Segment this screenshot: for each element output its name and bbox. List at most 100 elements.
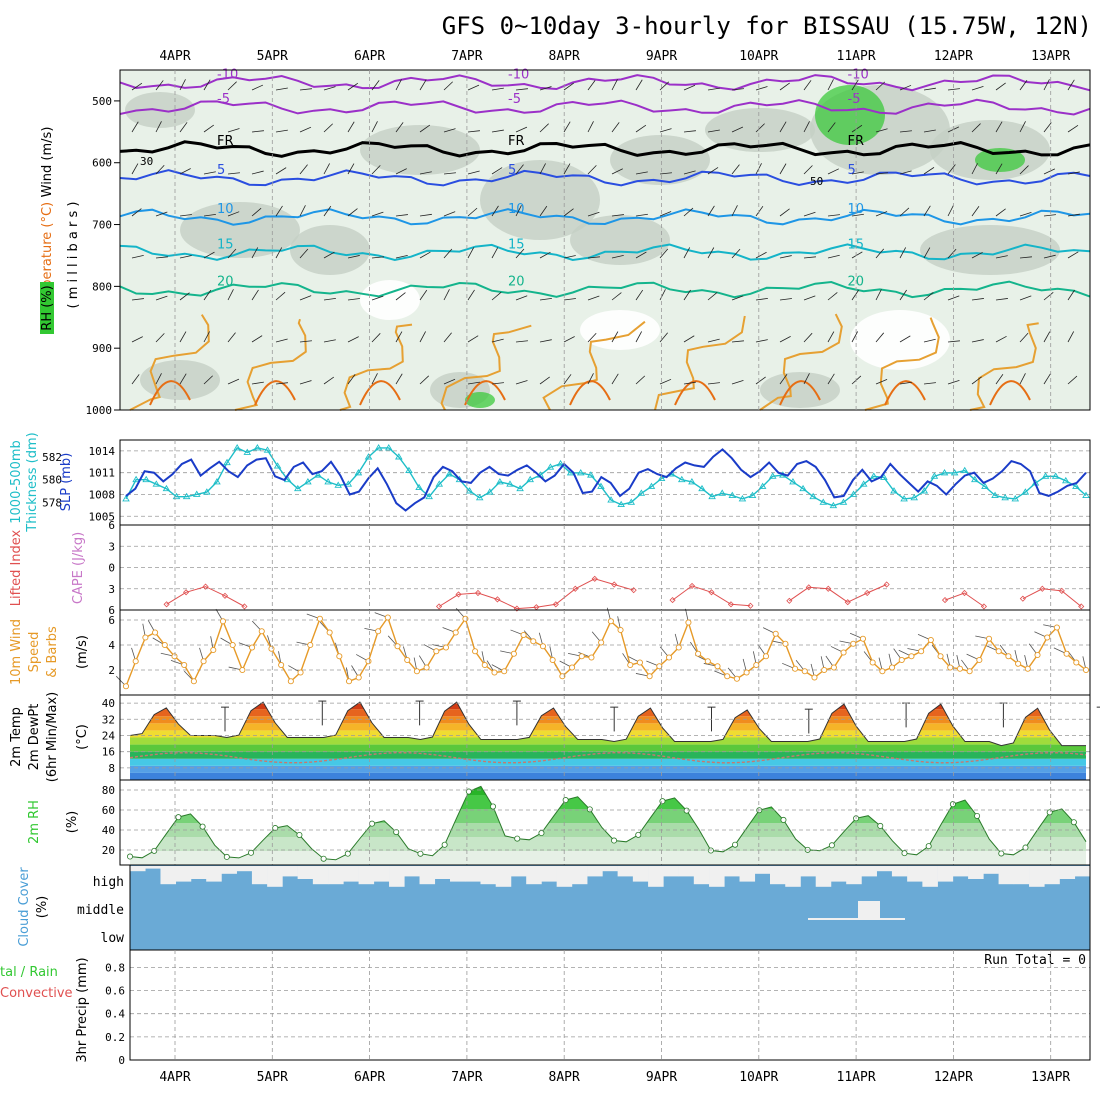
wind-barb <box>659 81 670 91</box>
precip-panel: 0 0.2 0.4 0.6 0.8 tal / Rain Convective 3hr … <box>0 949 1091 1067</box>
li-point <box>202 583 209 590</box>
thickness-point <box>324 478 332 485</box>
wind-barb <box>1019 121 1026 133</box>
cloud-high-bar <box>556 866 573 887</box>
temperature-band <box>130 772 1086 780</box>
rh-point <box>223 853 230 860</box>
cloud-high-bar <box>480 866 497 885</box>
wind-barb <box>851 79 859 91</box>
wind-barb <box>299 380 312 385</box>
wind-barb <box>971 123 981 133</box>
thickness-point <box>223 458 231 466</box>
wind-barb <box>731 380 744 385</box>
wind-speed-point <box>1015 660 1022 667</box>
wind-barb <box>899 289 907 301</box>
thickness-point <box>475 493 484 501</box>
wind-barb <box>251 247 259 259</box>
li-point <box>961 589 968 597</box>
cloud-high-bar <box>282 866 298 877</box>
wind-speed-point <box>384 614 391 621</box>
date-label-bottom: 9APR <box>646 1070 677 1085</box>
rh-point <box>780 816 787 823</box>
thickness-point <box>627 498 636 505</box>
rh-point <box>272 825 279 832</box>
thickness-point <box>213 478 221 485</box>
wind-barb <box>563 255 576 259</box>
wind-barb <box>1019 80 1028 91</box>
temperature-contour <box>119 140 1091 158</box>
wind-barb <box>227 248 237 259</box>
precip-convective-label: Convective <box>0 986 73 1001</box>
li-point <box>1058 587 1065 594</box>
cloud-high-bar <box>693 866 710 885</box>
wind-speed-point <box>792 665 799 672</box>
temperature-band <box>130 737 1086 745</box>
wind-barb <box>947 88 960 91</box>
cloud-high-bar <box>876 866 893 872</box>
wind-barb <box>467 335 479 343</box>
lifted-index-axis-label: Lifted Index <box>9 529 24 606</box>
wind-barb <box>611 373 619 385</box>
thickness-point <box>688 478 696 485</box>
wind-barb <box>299 164 308 175</box>
rh-shading-patch <box>920 225 1060 275</box>
slp-line <box>125 448 1087 512</box>
cloud-high-bar <box>236 866 253 872</box>
wind-label-2: Speed <box>27 632 42 673</box>
date-label-top: 4APR <box>159 49 190 64</box>
wind-barb <box>275 338 288 343</box>
wind-barb <box>275 167 287 175</box>
wind-speed-point <box>772 630 779 637</box>
precip-grid <box>130 966 1090 1038</box>
wind-speed-point <box>898 656 905 664</box>
thickness-point <box>152 480 161 487</box>
wind-barb <box>803 373 810 385</box>
wind-barb <box>467 289 475 301</box>
wind-speed-point <box>695 650 702 657</box>
contour-label: 5 <box>508 163 516 178</box>
wind-barb <box>251 207 262 217</box>
wind-barb <box>947 379 960 385</box>
wind-speed-point <box>229 641 236 649</box>
thickness-point <box>698 484 706 492</box>
cloud-high-bar <box>648 866 664 887</box>
thickness-point <box>122 495 130 502</box>
thickness-point <box>647 482 656 489</box>
contour-label: 15 <box>217 237 234 252</box>
thickness-point <box>748 491 757 498</box>
wind-speed-point <box>181 661 188 669</box>
wind-barb <box>875 172 888 175</box>
wind-barb <box>707 87 720 91</box>
thickness-point <box>314 471 322 478</box>
wind-barb <box>611 168 623 175</box>
contour-label: -10 <box>508 67 529 82</box>
cloud-high-bar <box>1059 866 1076 879</box>
wind-barb <box>515 248 525 259</box>
wind-barb <box>899 335 911 343</box>
wind-barb <box>395 122 404 133</box>
wind-barb <box>587 211 600 217</box>
cloud-high-bar <box>632 866 649 882</box>
wind-barb <box>731 205 738 217</box>
wind-barb <box>443 211 456 217</box>
wind-barb <box>563 336 575 343</box>
rh-contour-label: 50 <box>810 175 823 188</box>
rh-point <box>490 803 497 810</box>
wind-barb <box>923 338 936 343</box>
li-point <box>1078 603 1085 610</box>
cloud-high-bar <box>251 866 268 885</box>
date-label-bottom: 6APR <box>354 1070 385 1085</box>
li-point <box>241 603 248 610</box>
wind-barb <box>947 205 954 217</box>
wind-barb <box>419 171 432 175</box>
contour-label: FR <box>508 134 525 149</box>
thickness-point <box>142 475 151 483</box>
wind-barb <box>539 339 552 343</box>
wind-barb <box>203 171 216 175</box>
wind-barb <box>875 379 888 385</box>
wind-barb <box>827 79 834 91</box>
wind-barb <box>851 289 860 301</box>
li-point <box>435 603 443 610</box>
wind-barb <box>611 214 624 217</box>
wind-barb <box>803 332 813 343</box>
